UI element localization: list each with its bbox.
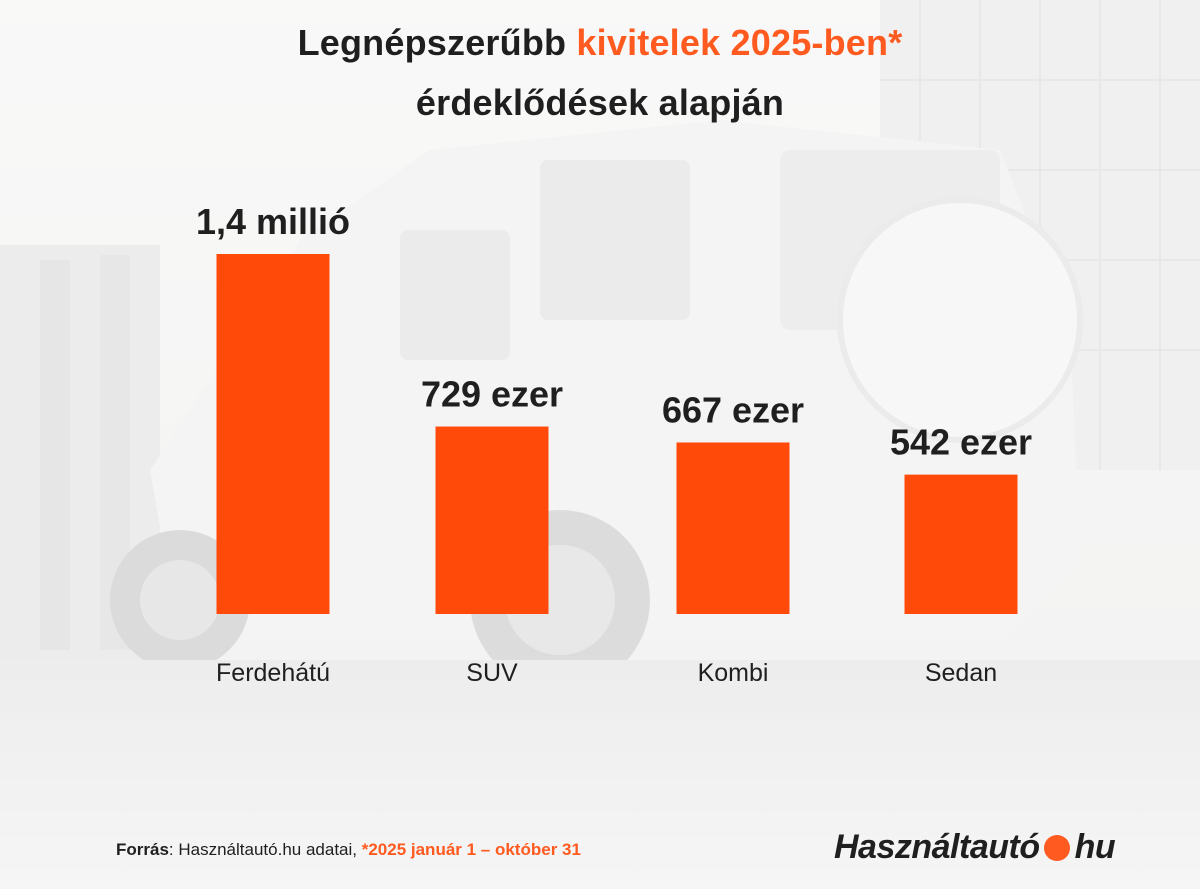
bar-2 [676, 442, 790, 614]
bar-0 [216, 254, 330, 614]
source-footer: Forrás: Használtautó.hu adatai, *2025 ja… [116, 840, 581, 860]
category-label-2: Kombi [698, 659, 769, 687]
category-label-3: Sedan [925, 659, 997, 687]
logo-dot-icon [1043, 834, 1070, 861]
date-range: *2025 január 1 – október 31 [361, 840, 581, 859]
chart-title-line-2: érdeklődések alapján [415, 82, 785, 123]
brand-logo: Használtautó hu [834, 828, 1116, 867]
category-label-1: SUV [466, 659, 518, 687]
data-label-3: 542 ezer [890, 422, 1032, 463]
data-label-1: 729 ezer [421, 374, 563, 415]
logo-text-right: hu [1074, 828, 1116, 866]
chart-title-line-1: Legnépszerűbb kivitelek 2025-ben* [0, 22, 1200, 64]
data-label-2: 667 ezer [662, 389, 804, 430]
source-text: : Használtautó.hu adatai, [168, 840, 362, 859]
source-label: Forrás [116, 840, 169, 859]
title-highlight: kivitelek 2025-ben* [576, 22, 903, 63]
bar-3 [904, 474, 1018, 614]
data-label-0: 1,4 millió [196, 201, 350, 242]
title-part1: Legnépszerűbb [297, 22, 577, 63]
category-label-0: Ferdehátú [216, 659, 330, 687]
bar-1 [435, 426, 549, 614]
logo-text-left: Használtautó [834, 828, 1040, 866]
